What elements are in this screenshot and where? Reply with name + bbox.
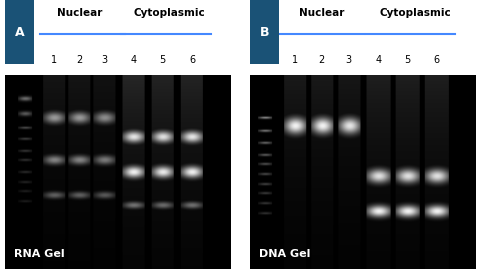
Text: RNA Gel: RNA Gel [14,249,64,259]
Text: 6: 6 [189,55,195,65]
Text: A: A [15,26,24,38]
Text: B: B [260,26,269,38]
Text: 3: 3 [101,55,107,65]
Text: Nuclear: Nuclear [57,8,102,17]
Text: 4: 4 [131,55,136,65]
Text: 3: 3 [346,55,352,65]
Text: 5: 5 [159,55,166,65]
Text: 4: 4 [375,55,381,65]
Text: 2: 2 [76,55,83,65]
Bar [5,0,34,64]
Text: 6: 6 [434,55,440,65]
Text: 2: 2 [319,55,325,65]
Text: Cytoplasmic: Cytoplasmic [133,8,205,17]
Text: 1: 1 [51,55,58,65]
Bar [250,0,279,64]
Text: DNA Gel: DNA Gel [259,249,310,259]
Text: 5: 5 [404,55,411,65]
Text: Nuclear: Nuclear [299,8,345,17]
Text: Cytoplasmic: Cytoplasmic [380,8,451,17]
Text: 1: 1 [292,55,298,65]
